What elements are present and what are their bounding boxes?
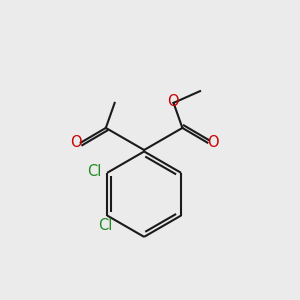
Text: O: O <box>167 94 179 109</box>
Text: O: O <box>70 135 81 150</box>
Text: Cl: Cl <box>88 164 102 179</box>
Text: Cl: Cl <box>98 218 113 233</box>
Text: O: O <box>207 135 218 150</box>
